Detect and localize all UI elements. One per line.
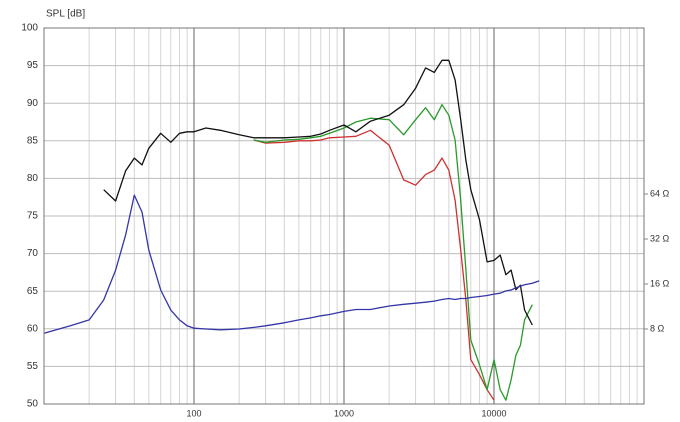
y-tick-label: 55	[27, 361, 39, 372]
y-tick-label: 75	[27, 211, 39, 222]
y-tick-label: 90	[27, 98, 39, 109]
y-tick-label: 65	[27, 286, 39, 297]
y2-tick-label: 8 Ω	[650, 323, 665, 333]
series-line	[253, 104, 533, 401]
y-tick-label: 70	[27, 248, 39, 259]
y-tick-label: 60	[27, 323, 39, 334]
y-tick-label: 85	[27, 135, 39, 146]
y2-tick-label: 64 Ω	[650, 188, 670, 198]
x-tick-label: 1000	[334, 408, 354, 418]
y-tick-label: 50	[27, 399, 39, 410]
x-tick-label: 100	[186, 408, 201, 418]
y-tick-label: 80	[27, 173, 39, 184]
y-tick-label: 95	[27, 60, 39, 71]
y2-tick-label: 16 Ω	[650, 278, 670, 288]
y-axis-label: SPL [dB]	[46, 9, 85, 20]
series-line	[253, 129, 495, 401]
y-tick-label: 100	[21, 23, 38, 34]
plot-border	[43, 27, 645, 405]
y2-tick-label: 32 Ω	[650, 233, 670, 243]
series-line	[43, 194, 540, 334]
series-line	[103, 59, 533, 326]
x-tick-label: 10000	[481, 408, 506, 418]
